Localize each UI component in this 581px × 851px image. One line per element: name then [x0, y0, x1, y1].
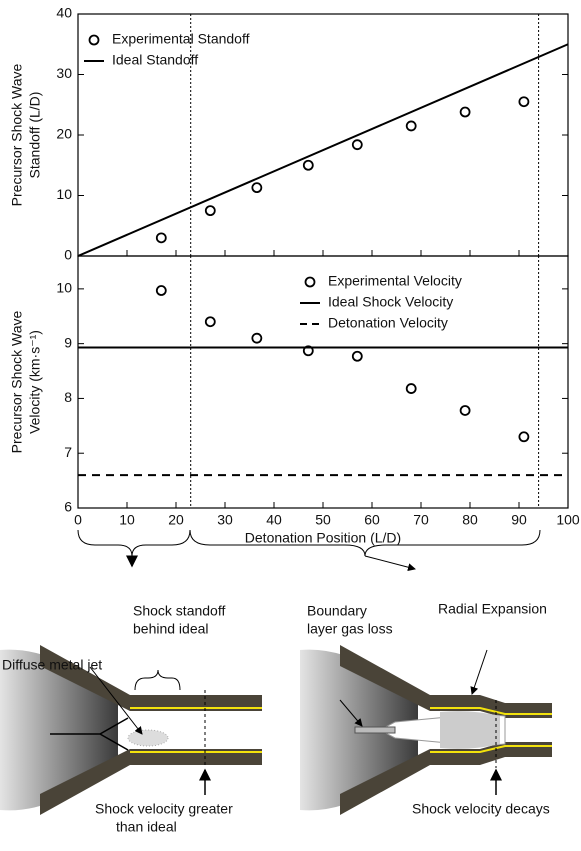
- label: layer gas loss: [307, 621, 393, 637]
- data-point: [204, 205, 216, 217]
- y-tick-label: 10: [56, 186, 72, 202]
- y-axis-label: Velocity (km·s⁻¹): [27, 330, 43, 434]
- y-tick-label: 0: [64, 247, 72, 263]
- data-point: [459, 405, 471, 416]
- data-point: [155, 232, 167, 244]
- legend-label: Experimental Standoff: [112, 31, 250, 47]
- x-tick-label: 30: [217, 512, 233, 528]
- data-point: [155, 285, 167, 296]
- y-axis-label: Precursor Shock Wave: [9, 63, 25, 206]
- label: Boundary: [307, 603, 367, 619]
- legend-label: Experimental Velocity: [328, 273, 462, 289]
- label: behind ideal: [133, 621, 209, 637]
- x-tick-label: 100: [556, 512, 580, 528]
- x-tick-label: 20: [168, 512, 184, 528]
- y-tick-label: 40: [56, 5, 72, 21]
- y-tick-label: 20: [56, 126, 72, 142]
- plot-frame: [77, 13, 569, 257]
- y-tick-label: 8: [64, 389, 72, 405]
- data-point: [518, 431, 530, 443]
- y-tick-label: 30: [56, 65, 72, 81]
- label: Shock standoff: [133, 603, 225, 619]
- diagram: [0, 529, 552, 815]
- x-tick-label: 40: [266, 512, 282, 528]
- data-point: [302, 159, 314, 171]
- label: Radial Expansion: [438, 601, 547, 617]
- diagram-labels: Diffuse metal jet Shock standoff behind …: [2, 601, 550, 835]
- y-tick-label: 9: [64, 334, 72, 350]
- label: Diffuse metal jet: [2, 657, 102, 673]
- data-point: [302, 345, 314, 357]
- label: Shock velocity greater: [95, 801, 233, 817]
- y-axis-label: Standoff (L/D): [27, 92, 43, 179]
- data-point: [405, 383, 417, 394]
- data-point: [204, 316, 216, 328]
- data-point: [518, 96, 530, 108]
- legend-label: Ideal Standoff: [112, 52, 198, 68]
- label: Shock velocity decays: [412, 801, 550, 817]
- x-tick-label: 0: [74, 512, 82, 528]
- y-tick-label: 7: [64, 444, 72, 460]
- data-point: [405, 120, 417, 132]
- line: [77, 43, 569, 257]
- y-axis-label: Precursor Shock Wave: [9, 310, 25, 453]
- y-tick-label: 6: [64, 499, 72, 515]
- legend-label: Ideal Shock Velocity: [328, 294, 453, 310]
- x-tick-label: 10: [119, 512, 135, 528]
- label: than ideal: [116, 819, 177, 835]
- x-tick-label: 80: [462, 512, 478, 528]
- x-tick-label: 60: [364, 512, 380, 528]
- x-tick-label: 70: [413, 512, 429, 528]
- legend-marker: [304, 276, 316, 288]
- legend-label: Detonation Velocity: [328, 315, 448, 331]
- x-tick-label: 90: [511, 512, 527, 528]
- plot-frame: [77, 255, 569, 509]
- data-point: [351, 139, 363, 151]
- data-point: [251, 332, 263, 344]
- legend-marker: [88, 34, 100, 46]
- data-point: [251, 182, 263, 194]
- x-tick-label: 50: [315, 512, 331, 528]
- data-point: [459, 106, 471, 118]
- x-axis-label: Detonation Position (L/D): [245, 530, 401, 546]
- y-tick-label: 10: [56, 280, 72, 296]
- data-point: [351, 350, 363, 362]
